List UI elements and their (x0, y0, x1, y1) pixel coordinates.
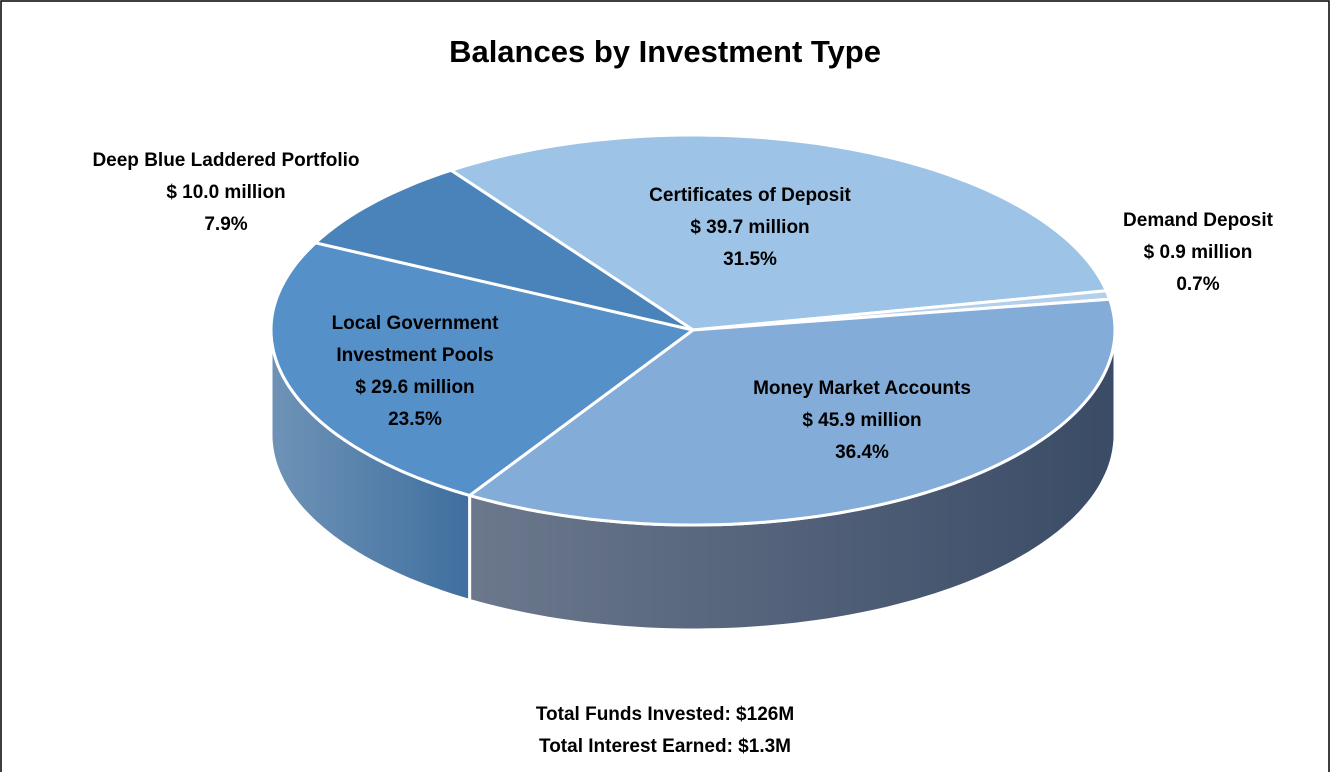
annotation: Total Interest Earned: $1.3M (539, 736, 791, 757)
data-label: Local Government Investment Pools $ 29.6 … (300, 308, 530, 436)
category-label: Money Market Accounts (753, 378, 971, 399)
category-label: Deep Blue Laddered Portfolio (92, 150, 360, 171)
value-label: 36.4% (835, 442, 889, 463)
data-label: Money Market Accounts $ 45.9 million 36.4% (753, 373, 971, 469)
amount-label: $ 29.6 million (355, 377, 475, 398)
amount-label: $ 0.9 million (1143, 242, 1253, 263)
slice (314, 168, 695, 332)
category-label: Local Government Investment Pools (331, 313, 499, 366)
amount-label: $ 10.0 million (166, 182, 286, 203)
chart-title: Balances by Investment Type (449, 34, 881, 69)
slice (468, 297, 1117, 527)
category-label: Demand Deposit (1123, 210, 1273, 231)
data-label: Certificates of Deposit $ 39.7 million 31.… (649, 180, 851, 276)
annotation: Total Funds Invested: $126M (535, 704, 795, 725)
value-label: 7.9% (204, 214, 248, 235)
value-label: 23.5% (388, 409, 442, 430)
value-label: 31.5% (723, 249, 777, 270)
amount-label: $ 45.9 million (802, 410, 922, 431)
slice (449, 133, 1108, 332)
data-label: Demand Deposit $ 0.9 million 0.7% (1123, 205, 1273, 301)
data-label: Deep Blue Laddered Portfolio $ 10.0 milli… (92, 145, 359, 241)
category-label: Certificates of Deposit (649, 185, 851, 206)
amount-label: $ 39.7 million (690, 217, 810, 238)
value-label: 0.7% (1176, 274, 1220, 295)
